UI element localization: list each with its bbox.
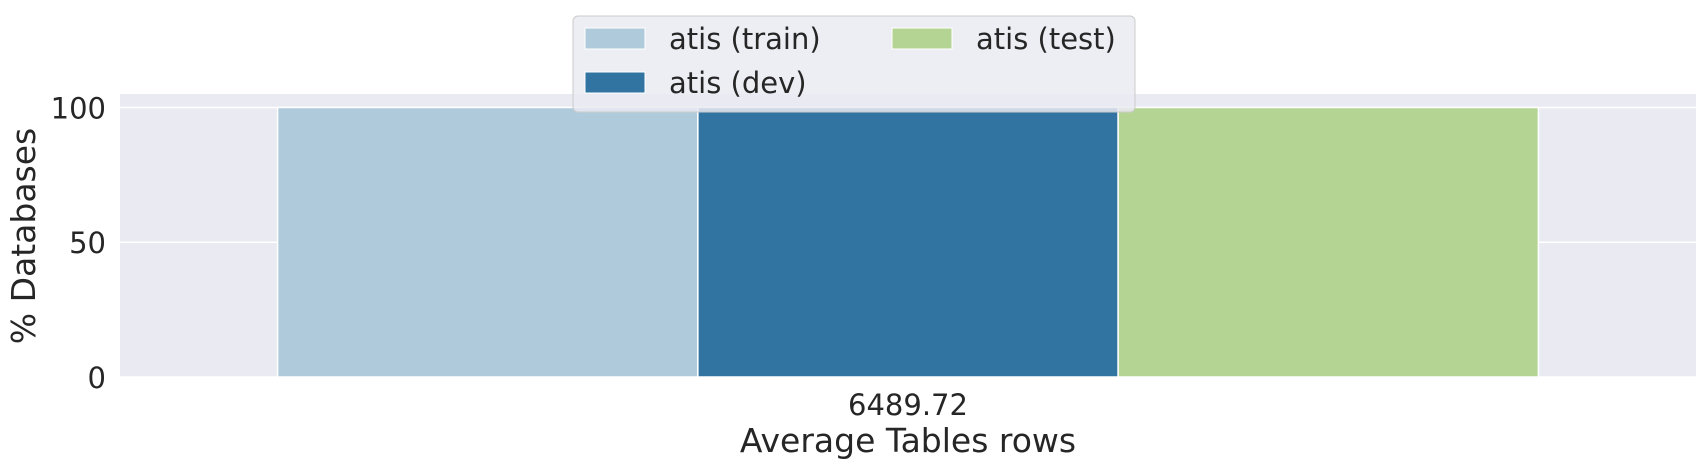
y-axis-label: % Databases — [4, 128, 43, 345]
bar-atis-test — [1117, 106, 1540, 378]
y-tick-label: 50 — [69, 226, 106, 260]
legend-swatch — [584, 27, 646, 50]
legend-frame — [572, 15, 1136, 113]
y-tick-labels: 0 50 100 — [51, 91, 106, 395]
bars — [276, 106, 1540, 378]
legend-swatch — [584, 71, 646, 94]
legend-label: atis (dev) — [669, 66, 807, 100]
legend-label: atis (train) — [669, 22, 821, 56]
legend-swatch — [891, 27, 953, 50]
x-tick-labels: 6489.72 — [848, 388, 968, 422]
y-tick-label: 100 — [51, 91, 106, 125]
bar-atis-train — [276, 106, 699, 378]
x-tick-label: 6489.72 — [848, 388, 968, 422]
bar-atis-dev — [697, 106, 1119, 378]
x-axis-label: Average Tables rows — [740, 421, 1076, 460]
y-tick-label: 0 — [88, 361, 106, 395]
legend: atis (train) atis (dev) atis (test) — [572, 15, 1136, 113]
legend-label: atis (test) — [976, 22, 1116, 56]
